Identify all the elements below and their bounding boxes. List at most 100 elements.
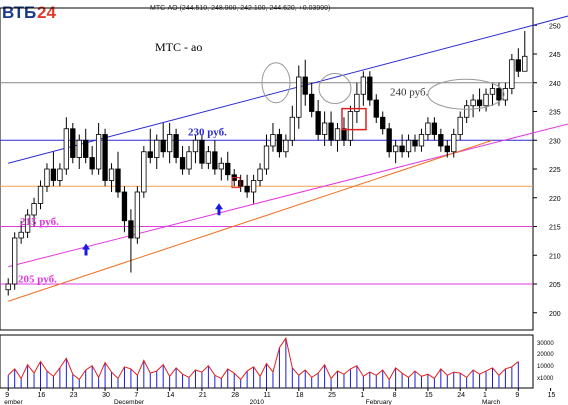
candle-body — [334, 128, 341, 141]
x-axis: 91623307142128111825181524191522emberDec… — [4, 388, 556, 405]
y-axis-tick-label: 220 — [549, 196, 561, 203]
candle-body — [360, 76, 367, 95]
candle — [18, 220, 24, 244]
candle — [121, 186, 128, 233]
candle — [315, 100, 321, 141]
candle-body — [121, 191, 128, 222]
candle — [270, 123, 276, 152]
volume-tick-label: 30000 — [537, 341, 554, 347]
candle — [24, 209, 31, 238]
x-axis-period-label: February — [366, 399, 393, 405]
x-axis-tick-label: 14 — [167, 392, 175, 399]
candle-body — [341, 128, 347, 141]
candle-body — [418, 134, 425, 147]
candle-body — [405, 139, 412, 153]
candle-body — [238, 180, 244, 187]
candle-body — [315, 111, 321, 135]
y-axis-tick-label: 245 — [549, 52, 561, 59]
volume-line — [7, 336, 519, 381]
candle — [76, 134, 82, 169]
candle-body — [160, 139, 166, 153]
candle-body — [392, 145, 399, 153]
candle-body — [373, 99, 379, 118]
x-axis-tick-label: 8 — [393, 392, 397, 399]
x-axis-tick-label: 15 — [548, 392, 556, 399]
trend-line-middle — [8, 123, 568, 268]
logo: ВТБ 24 — [2, 3, 56, 22]
level-label: 240 руб. — [390, 86, 429, 98]
candle-body — [102, 134, 108, 181]
candle-body — [250, 180, 257, 193]
small-box — [231, 177, 241, 189]
candle — [367, 71, 373, 106]
candle-body — [186, 151, 192, 170]
chart-title: МТС - ао — [155, 40, 202, 54]
candle-body — [115, 168, 121, 193]
candle — [418, 128, 425, 152]
x-axis-period-label: 2010 — [250, 399, 265, 405]
candle-body — [147, 151, 153, 158]
candle — [179, 146, 186, 175]
y-axis-tick-label: 200 — [549, 311, 561, 318]
y-axis-tick-label: 225 — [549, 167, 561, 174]
candle — [425, 117, 431, 141]
candle-body — [425, 122, 431, 135]
candle — [386, 123, 392, 158]
x-axis-tick-label: 1 — [483, 392, 487, 399]
candle-body — [386, 128, 392, 153]
candle — [451, 128, 457, 158]
candle-body — [244, 185, 250, 193]
volume-tick-label: x1000 — [537, 376, 554, 382]
trend-line-lower — [8, 139, 493, 302]
x-axis-tick-label: 15 — [425, 392, 433, 399]
x-axis-tick-label: 23 — [70, 392, 78, 399]
candle — [476, 88, 483, 112]
candle-body — [5, 283, 11, 291]
candle — [115, 151, 121, 198]
x-axis-tick-label: 7 — [134, 392, 138, 399]
highlight-ellipse — [318, 73, 352, 104]
candle-body — [483, 93, 489, 107]
highlight-ellipse — [261, 62, 291, 104]
candle — [321, 111, 328, 146]
candle — [141, 146, 147, 198]
candle-body — [367, 76, 373, 101]
candle — [289, 105, 295, 146]
candle — [50, 151, 57, 187]
candle-body — [263, 145, 270, 170]
x-axis-tick-label: 18 — [296, 392, 304, 399]
candle — [296, 65, 302, 129]
candle — [128, 209, 134, 273]
candle — [12, 232, 18, 290]
candle-body — [399, 145, 405, 153]
candle — [438, 128, 444, 152]
logo-text-24: 24 — [37, 3, 56, 22]
y-axis-tick-label: 250 — [549, 23, 561, 30]
candle — [309, 82, 315, 118]
candle-body — [451, 134, 457, 153]
highlight-ellipse — [427, 78, 505, 110]
candle — [405, 134, 412, 158]
x-axis-tick-label: 1 — [360, 392, 364, 399]
candle-body — [218, 162, 224, 170]
candle — [347, 105, 354, 146]
candle-body — [509, 59, 515, 89]
up-arrow-icon — [215, 203, 223, 216]
candle-body — [24, 214, 31, 233]
candle — [44, 163, 50, 192]
candle-body — [134, 191, 141, 239]
candle — [263, 134, 270, 175]
candle — [457, 111, 463, 141]
candle — [399, 134, 405, 158]
candle — [257, 163, 263, 187]
x-axis-tick-label: 9 — [5, 392, 9, 399]
candle-body — [444, 145, 450, 153]
candle-body — [283, 139, 289, 153]
candle — [83, 128, 89, 164]
candle-body — [270, 134, 276, 147]
candle — [373, 94, 379, 123]
candle — [37, 180, 44, 210]
candle — [489, 82, 496, 106]
x-axis-period-label: December — [114, 399, 145, 405]
candle — [205, 146, 212, 169]
